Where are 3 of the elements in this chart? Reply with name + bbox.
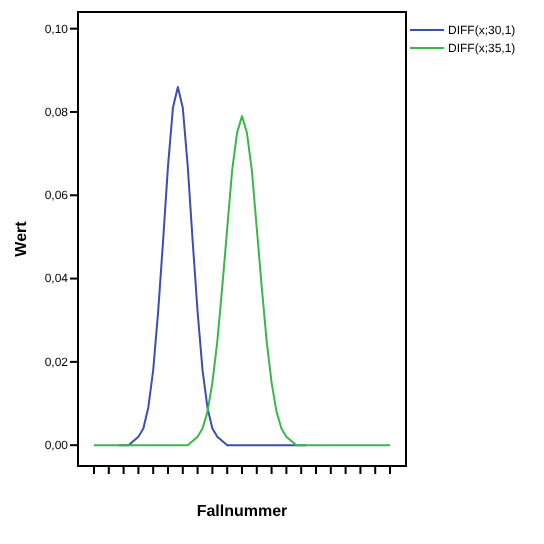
x-axis-title: Fallnummer: [196, 502, 288, 520]
line-series: [93, 115, 391, 447]
y-axis-title: Wert: [12, 220, 30, 257]
